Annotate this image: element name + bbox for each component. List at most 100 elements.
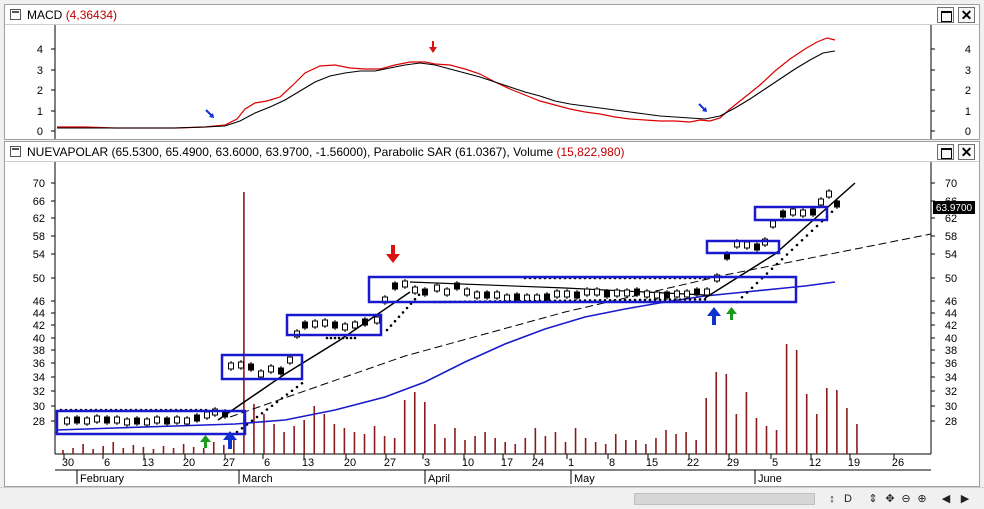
day-tick-label: 30: [62, 457, 74, 469]
zoom-out-icon[interactable]: ⊖: [901, 493, 911, 505]
draw-icon[interactable]: D: [844, 493, 852, 505]
macd-axis-label: 3: [37, 65, 43, 77]
parabolic-sar-dot: [663, 298, 667, 301]
range-box: [367, 275, 798, 304]
price-candle: [74, 416, 80, 424]
scroll-left-icon[interactable]: ◀: [941, 493, 951, 505]
price-candle: [694, 288, 700, 296]
price-axis-label: 34: [33, 372, 45, 384]
crosshair-icon[interactable]: ✥: [885, 493, 895, 505]
zoom-in-icon[interactable]: ⊕: [917, 493, 927, 505]
macd-signal-line: [57, 37, 836, 129]
macd-line: [57, 50, 836, 129]
parabolic-sar-dot: [693, 298, 697, 301]
day-tick-label: 27: [384, 457, 396, 469]
parabolic-sar-dot: [405, 306, 409, 310]
day-tick-label: 1: [568, 457, 574, 469]
day-tick-label: 22: [687, 457, 699, 469]
scrollbar-thumb[interactable]: [634, 493, 815, 505]
close-button[interactable]: ✕: [958, 144, 975, 160]
parabolic-sar-dot: [245, 423, 249, 426]
price-candle: [84, 417, 90, 425]
parabolic-sar-dot: [815, 224, 819, 228]
price-candle: [422, 288, 428, 296]
day-tick-label: 3: [424, 457, 430, 469]
parabolic-sar-dot: [683, 298, 687, 301]
price-axis-label: 44: [945, 308, 957, 320]
price-axis-label: 32: [945, 386, 957, 398]
macd-axis-label: 4: [37, 44, 43, 56]
price-axis-label: 42: [945, 320, 957, 332]
parabolic-sar-dot: [775, 262, 779, 266]
day-tick-label: 8: [609, 457, 615, 469]
price-candle: [484, 291, 490, 299]
window-menu-icon[interactable]: [10, 9, 21, 20]
maximize-button[interactable]: [937, 7, 954, 23]
price-axis-label: 70: [33, 178, 45, 190]
parabolic-sar-dot: [413, 297, 417, 301]
price-candle: [494, 291, 500, 299]
scroll-right-icon[interactable]: ▶: [960, 493, 970, 505]
month-label: April: [428, 473, 450, 485]
price-candle: [154, 416, 160, 424]
parabolic-sar-dot: [780, 257, 784, 261]
price-candle: [574, 291, 580, 299]
price-candle: [664, 291, 670, 299]
close-button[interactable]: ✕: [958, 7, 975, 23]
parabolic-sar-dot: [300, 381, 304, 385]
day-tick-label: 13: [302, 457, 314, 469]
day-tick-label: 6: [104, 457, 110, 469]
price-axis-label: 62: [33, 213, 45, 225]
price-candle: [644, 290, 650, 298]
horizontal-scrollbar[interactable]: ↕ D ⇕ ✥ ⊖ ⊕ ◀ ▶: [0, 487, 984, 509]
price-title: NUEVAPOLAR (65.5300, 65.4900, 63.6000, 6…: [27, 145, 625, 159]
parabolic-sar-dot: [740, 295, 744, 299]
price-axis-label: 54: [33, 249, 45, 261]
parabolic-sar-dot: [280, 396, 284, 400]
down-arrow-icon: [386, 245, 400, 263]
price-candle: [770, 220, 776, 228]
price-axis-label: 34: [945, 372, 957, 384]
maximize-button[interactable]: [937, 144, 954, 160]
blue-up-arrow-icon: [223, 431, 237, 449]
green-up-arrow-icon: [200, 435, 211, 448]
macd-titlebar: MACD (4,36434) ✕: [5, 5, 979, 25]
parabolic-sar-dot: [385, 328, 389, 332]
price-axis-label: 40: [33, 333, 45, 345]
parabolic-sar-dot: [643, 298, 647, 302]
macd-value: (4,36434): [65, 8, 118, 22]
price-candle: [624, 289, 630, 297]
price-candle: [228, 362, 234, 370]
price-candle: [464, 288, 470, 296]
price-candle: [684, 290, 690, 298]
price-candle: [278, 367, 284, 375]
move-icon[interactable]: ⇕: [868, 493, 878, 505]
parabolic-sar-dot: [658, 298, 662, 302]
day-tick-label: 13: [142, 457, 154, 469]
parabolic-sar-dot: [333, 336, 337, 340]
parabolic-sar-dot: [810, 229, 814, 233]
price-candle: [164, 417, 170, 425]
price-candle: [258, 370, 264, 378]
price-axis-label: 58: [33, 231, 45, 243]
price-axis-label: 66: [33, 196, 45, 208]
parabolic-sar-dot: [750, 286, 754, 290]
range-box: [285, 313, 383, 337]
scroll-lock-icon[interactable]: ↕: [829, 493, 835, 505]
day-tick-label: 20: [344, 457, 356, 469]
parabolic-sar-dot: [295, 385, 299, 389]
price-candle: [184, 417, 190, 425]
price-axis-label: 36: [945, 358, 957, 370]
price-axis-label: 28: [33, 416, 45, 428]
price-candle: [64, 417, 70, 425]
price-candle: [754, 243, 760, 251]
price-candle: [584, 288, 590, 296]
price-candle: [826, 190, 832, 198]
price-candle: [362, 318, 368, 326]
price-titlebar: NUEVAPOLAR (65.5300, 65.4900, 63.6000, 6…: [5, 142, 979, 162]
window-menu-icon[interactable]: [10, 146, 21, 157]
day-tick-label: 19: [848, 457, 860, 469]
price-candle: [268, 365, 274, 373]
day-tick-label: 27: [223, 457, 235, 469]
price-candle: [342, 323, 348, 331]
